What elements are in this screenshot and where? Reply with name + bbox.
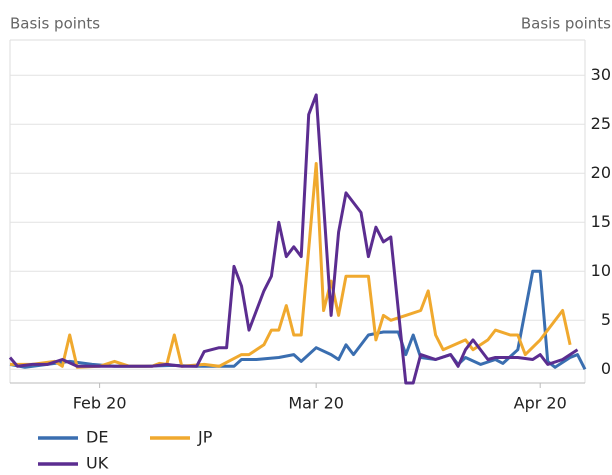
y-tick-label: 30 — [591, 65, 611, 84]
legend-label: JP — [197, 428, 213, 447]
y-tick-label: 20 — [591, 163, 611, 182]
legend-label: DE — [86, 428, 108, 447]
y-tick-label: 15 — [591, 212, 611, 231]
legend-label: UK — [86, 454, 109, 473]
y-tick-label: 0 — [601, 359, 611, 378]
x-tick-label: Apr 20 — [514, 394, 567, 413]
y-tick-label: 5 — [601, 310, 611, 329]
y-axis-title-left: Basis points — [10, 15, 100, 33]
series-line — [8, 93, 579, 385]
y-axis-title-right: Basis points — [521, 15, 611, 33]
y-tick-label: 25 — [591, 114, 611, 133]
x-tick-label: Mar 20 — [288, 394, 344, 413]
x-tick-label: Feb 20 — [73, 394, 127, 413]
y-tick-label: 10 — [591, 261, 611, 280]
series-line — [10, 162, 572, 369]
